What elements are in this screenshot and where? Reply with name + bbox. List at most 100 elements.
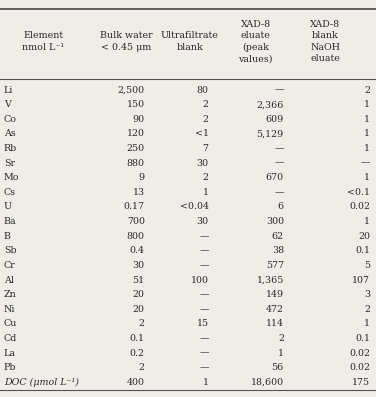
Text: 2,500: 2,500 <box>118 86 145 94</box>
Text: 1: 1 <box>364 319 370 328</box>
Text: 18,600: 18,600 <box>251 378 284 387</box>
Text: Al: Al <box>4 276 14 285</box>
Text: 2: 2 <box>364 305 370 314</box>
Text: 9: 9 <box>139 173 145 182</box>
Text: 149: 149 <box>266 290 284 299</box>
Text: 30: 30 <box>197 159 209 168</box>
Text: 100: 100 <box>191 276 209 285</box>
Text: 670: 670 <box>266 173 284 182</box>
Text: 2: 2 <box>364 86 370 94</box>
Text: 30: 30 <box>197 217 209 226</box>
Text: 0.02: 0.02 <box>349 363 370 372</box>
Text: 800: 800 <box>127 232 145 241</box>
Text: Cd: Cd <box>4 334 17 343</box>
Text: XAD-8
eluate
(peak
values): XAD-8 eluate (peak values) <box>238 20 273 64</box>
Text: Li: Li <box>4 86 13 94</box>
Text: 30: 30 <box>133 261 145 270</box>
Text: 1: 1 <box>364 217 370 226</box>
Text: 175: 175 <box>352 378 370 387</box>
Text: 80: 80 <box>197 86 209 94</box>
Text: <1: <1 <box>195 129 209 139</box>
Text: Ultrafiltrate
blank: Ultrafiltrate blank <box>161 31 219 52</box>
Text: 1: 1 <box>364 144 370 153</box>
Text: Cr: Cr <box>4 261 15 270</box>
Text: 5,129: 5,129 <box>257 129 284 139</box>
Text: 2,366: 2,366 <box>256 100 284 109</box>
Text: 2: 2 <box>203 173 209 182</box>
Text: 609: 609 <box>265 115 284 124</box>
Text: DOC (μmol L⁻¹): DOC (μmol L⁻¹) <box>4 378 79 387</box>
Text: 15: 15 <box>197 319 209 328</box>
Text: <0.04: <0.04 <box>180 202 209 212</box>
Text: B: B <box>4 232 11 241</box>
Text: 120: 120 <box>127 129 145 139</box>
Text: 20: 20 <box>358 232 370 241</box>
Text: —: — <box>361 159 370 168</box>
Text: 400: 400 <box>127 378 145 387</box>
Text: 1: 1 <box>203 378 209 387</box>
Text: 250: 250 <box>127 144 145 153</box>
Text: 1: 1 <box>364 100 370 109</box>
Text: 1,365: 1,365 <box>256 276 284 285</box>
Text: 1: 1 <box>278 349 284 358</box>
Text: 2: 2 <box>203 115 209 124</box>
Text: —: — <box>199 305 209 314</box>
Text: Bulk water
< 0.45 μm: Bulk water < 0.45 μm <box>100 31 152 52</box>
Text: 300: 300 <box>266 217 284 226</box>
Text: Ni: Ni <box>4 305 15 314</box>
Text: 0.02: 0.02 <box>349 202 370 212</box>
Text: 90: 90 <box>133 115 145 124</box>
Text: 0.1: 0.1 <box>355 334 370 343</box>
Text: 2: 2 <box>203 100 209 109</box>
Text: —: — <box>199 246 209 255</box>
Text: 1: 1 <box>364 173 370 182</box>
Text: 3: 3 <box>364 290 370 299</box>
Text: U: U <box>4 202 12 212</box>
Text: Element
nmol L⁻¹: Element nmol L⁻¹ <box>22 31 64 52</box>
Text: —: — <box>199 363 209 372</box>
Text: Mo: Mo <box>4 173 19 182</box>
Text: Co: Co <box>4 115 17 124</box>
Text: 1: 1 <box>364 129 370 139</box>
Text: —: — <box>274 86 284 94</box>
Text: Sb: Sb <box>4 246 17 255</box>
Text: 700: 700 <box>127 217 145 226</box>
Text: 0.02: 0.02 <box>349 349 370 358</box>
Text: 6: 6 <box>278 202 284 212</box>
Text: 0.17: 0.17 <box>124 202 145 212</box>
Text: 114: 114 <box>266 319 284 328</box>
Text: 2: 2 <box>139 319 145 328</box>
Text: 56: 56 <box>271 363 284 372</box>
Text: 577: 577 <box>266 261 284 270</box>
Text: XAD-8
blank
NaOH
eluate: XAD-8 blank NaOH eluate <box>310 20 340 64</box>
Text: —: — <box>199 290 209 299</box>
Text: 20: 20 <box>133 305 145 314</box>
Text: 0.1: 0.1 <box>355 246 370 255</box>
Text: V: V <box>4 100 11 109</box>
Text: Zn: Zn <box>4 290 17 299</box>
Text: 472: 472 <box>266 305 284 314</box>
Text: La: La <box>4 349 16 358</box>
Text: As: As <box>4 129 15 139</box>
Text: 1: 1 <box>203 188 209 197</box>
Text: 5: 5 <box>364 261 370 270</box>
Text: —: — <box>274 188 284 197</box>
Text: —: — <box>199 232 209 241</box>
Text: 20: 20 <box>133 290 145 299</box>
Text: Cu: Cu <box>4 319 17 328</box>
Text: 1: 1 <box>364 115 370 124</box>
Text: 150: 150 <box>127 100 145 109</box>
Text: 880: 880 <box>127 159 145 168</box>
Text: Rb: Rb <box>4 144 17 153</box>
Text: Sr: Sr <box>4 159 15 168</box>
Text: 38: 38 <box>272 246 284 255</box>
Text: —: — <box>199 261 209 270</box>
Text: 107: 107 <box>352 276 370 285</box>
Text: <0.1: <0.1 <box>347 188 370 197</box>
Text: 0.2: 0.2 <box>130 349 145 358</box>
Text: 2: 2 <box>278 334 284 343</box>
Text: Pb: Pb <box>4 363 16 372</box>
Text: —: — <box>199 334 209 343</box>
Text: 7: 7 <box>203 144 209 153</box>
Text: —: — <box>274 144 284 153</box>
